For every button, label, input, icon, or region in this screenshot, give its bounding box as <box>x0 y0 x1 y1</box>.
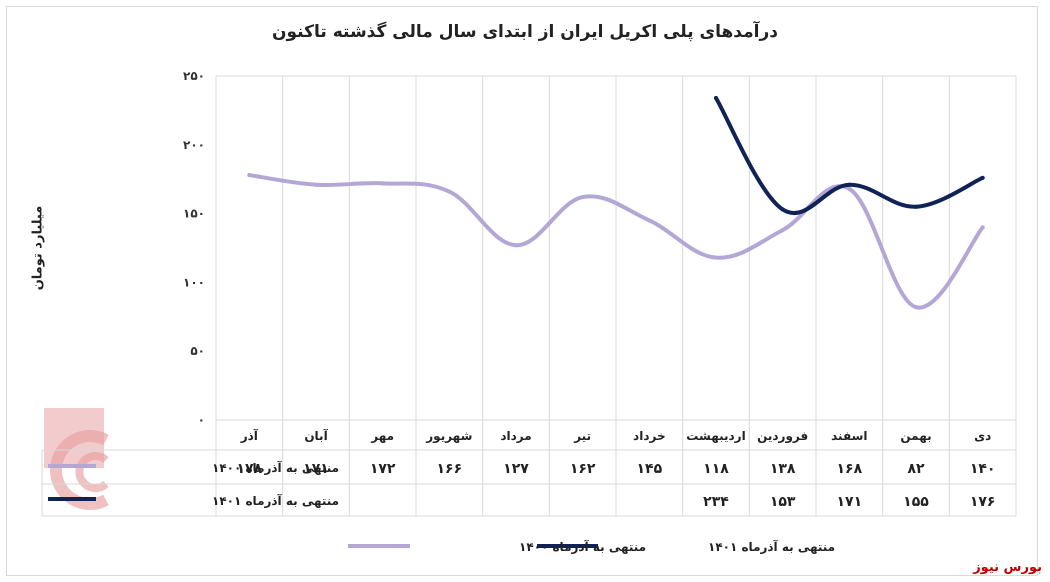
watermark-logo <box>44 408 109 510</box>
table-cell-value: ١۶۶ <box>437 461 463 477</box>
x-category-label: اسفند <box>831 429 867 443</box>
series-point <box>447 189 452 194</box>
series-point <box>314 182 318 187</box>
table-cell-value: ١٣٨ <box>770 461 796 477</box>
x-category-label: اردیبهشت <box>686 429 745 443</box>
series-point <box>914 204 918 209</box>
series-point <box>980 225 985 230</box>
series-point <box>914 305 918 310</box>
table-cell-value: ١۵۵ <box>903 494 929 510</box>
x-category-label: بهمن <box>900 429 931 443</box>
x-category-label: مهر <box>370 429 394 443</box>
series-point <box>380 181 385 186</box>
x-category-label: تیر <box>573 429 591 443</box>
table-cell-value: ١٢٧ <box>503 461 529 477</box>
legend: منتهی به آذرماه ۱۴۰۱ منتهی به آذرماه ۱۴۰۰ <box>348 539 835 554</box>
table-cell-value: ١۶٢ <box>570 461 596 477</box>
data-table: دی بهمن اسفند فروردین اردیبهشت خرداد تیر مرداد ش… <box>41 419 1016 517</box>
table-series-name: منتهی به آذرماه ۱۴۰۱ <box>212 493 339 508</box>
legend-label: منتهی به آذرماه ۱۴۰۰ <box>519 539 646 554</box>
watermark-arc <box>50 430 109 510</box>
y-tick-label: ١٠٠ <box>183 275 205 289</box>
series-point <box>780 228 785 233</box>
series-line <box>714 96 985 215</box>
grid-layer <box>215 75 1017 516</box>
table-cell-value: ١٧١ <box>303 461 329 477</box>
y-tick-label: ٠ <box>198 413 205 427</box>
series-point <box>847 182 852 187</box>
series-point <box>514 243 518 248</box>
table-cell-value: ١٧٨ <box>237 461 263 477</box>
series-point <box>980 175 985 180</box>
x-category-label: مرداد <box>500 429 531 443</box>
x-category-label: خرداد <box>633 429 666 443</box>
y-tick-label: ۵٠ <box>190 344 205 358</box>
y-tick-label: ٢۵٠ <box>183 69 205 83</box>
brand-label: بورس نیوز <box>973 560 1042 575</box>
x-category-label: دی <box>974 429 991 443</box>
legend-label: منتهی به آذرماه ۱۴۰۱ <box>708 539 835 554</box>
watermark-arc-inner <box>75 452 109 492</box>
series-point <box>647 218 652 223</box>
series-point <box>714 255 718 260</box>
table-cell-value: ١۵٣ <box>770 494 796 510</box>
series-lines <box>247 96 985 310</box>
table-cell-value: ١۴٠ <box>970 461 996 477</box>
table-series-name: منتهی به آذرماه ۱۴۰۰ <box>212 460 339 475</box>
x-category-label: آبان <box>304 428 328 443</box>
x-category-label: آذر <box>240 428 259 443</box>
table-cell-value: ١١٨ <box>703 461 729 477</box>
table-cell-value: ١۴۵ <box>637 461 663 477</box>
y-tick-label: ١۵٠ <box>183 207 205 221</box>
y-tick-label: ٢٠٠ <box>183 138 205 152</box>
chart-frame <box>6 6 1038 576</box>
series-point <box>247 173 252 178</box>
table-cell-value: ٨٢ <box>907 461 925 477</box>
series-point <box>847 186 852 191</box>
table-cell-value: ١٧۶ <box>970 494 996 510</box>
table-cell-value: ١٧٢ <box>370 461 396 477</box>
table-cell-value: ١۶٨ <box>837 461 863 477</box>
series-point <box>780 207 785 212</box>
y-axis-ticks: ٠ ۵٠ ١٠٠ ١۵٠ ٢٠٠ ٢۵٠ <box>183 69 205 427</box>
table-cell-value: ١٧١ <box>837 494 863 510</box>
series-point <box>714 96 718 101</box>
series-point <box>580 195 585 200</box>
chart-title: درآمدهای پلی اکریل ایران از ابتدای سال م… <box>272 22 778 42</box>
x-category-label: شهریور <box>425 429 472 444</box>
x-category-label: فروردین <box>757 429 808 444</box>
table-cell-value: ٢٣۴ <box>703 494 729 510</box>
